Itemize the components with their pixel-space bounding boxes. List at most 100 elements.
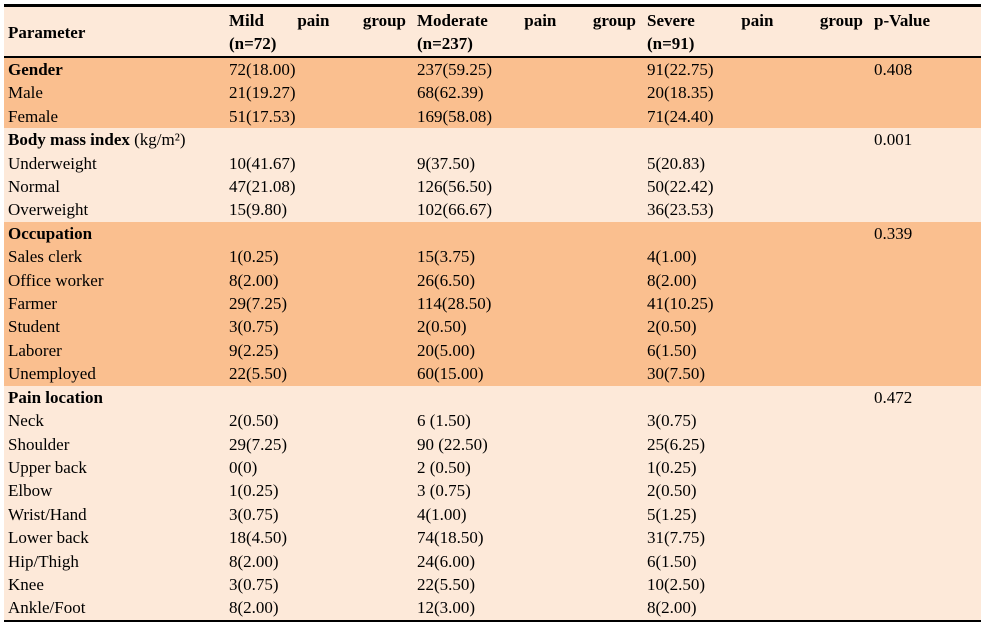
row-sales-clerk: Sales clerk 1(0.25) 15(3.75) 4(1.00)	[4, 245, 981, 269]
pvalue-cell: 0.408	[871, 57, 981, 82]
row-unemployed: Unemployed 22(5.50) 60(15.00) 30(7.50)	[4, 362, 981, 386]
section-unit: (kg/m²)	[129, 130, 186, 150]
row-elbow: Elbow 1(0.25) 3 (0.75) 2(0.50)	[4, 479, 981, 503]
row-upper-back: Upper back 0(0) 2 (0.50) 1(0.25)	[4, 455, 981, 480]
moderate-cell: 12(3.00)	[414, 596, 644, 621]
row-label-cell: Wrist/Hand	[4, 502, 226, 527]
moderate-cell: 90 (22.50)	[414, 432, 644, 456]
moderate-cell: 74(18.50)	[414, 526, 644, 550]
mild-group-header-line1: Mild pain group	[229, 11, 406, 30]
row-label-cell: Laborer	[4, 338, 226, 363]
severe-cell: 30(7.50)	[644, 362, 871, 386]
moderate-group-header-line2: (n=237)	[417, 34, 473, 53]
row-wrist-hand: Wrist/Hand 3(0.75) 4(1.00) 5(1.25)	[4, 502, 981, 527]
col-header-severe-group: Severe pain group (n=91)	[644, 5, 871, 58]
section-row-gender: Gender 72(18.00) 237(59.25) 91(22.75) 0.…	[4, 57, 981, 82]
severe-cell: 2(0.50)	[644, 479, 871, 503]
mild-cell: 18(4.50)	[226, 526, 414, 550]
pvalue-cell	[871, 479, 981, 503]
moderate-cell: 20(5.00)	[414, 338, 644, 363]
mild-group-header-line2: (n=72)	[229, 34, 277, 53]
row-label-cell: Knee	[4, 572, 226, 597]
row-label-cell: Farmer	[4, 292, 226, 316]
row-label-cell: Sales clerk	[4, 245, 226, 269]
row-label-cell: Underweight	[4, 151, 226, 176]
moderate-cell: 22(5.50)	[414, 572, 644, 597]
moderate-cell: 2(0.50)	[414, 315, 644, 339]
mild-cell: 2(0.50)	[226, 409, 414, 433]
mild-cell: 3(0.75)	[226, 572, 414, 597]
severe-cell: 41(10.25)	[644, 292, 871, 316]
row-overweight: Overweight 15(9.80) 102(66.67) 36(23.53)	[4, 198, 981, 222]
severe-cell	[644, 385, 871, 410]
mild-cell: 29(7.25)	[226, 432, 414, 456]
pvalue-cell	[871, 151, 981, 176]
row-laborer: Laborer 9(2.25) 20(5.00) 6(1.50)	[4, 338, 981, 363]
mild-cell: 8(2.00)	[226, 549, 414, 573]
mild-cell: 8(2.00)	[226, 268, 414, 293]
col-header-moderate-group: Moderate pain group (n=237)	[414, 5, 644, 58]
moderate-cell: 26(6.50)	[414, 268, 644, 293]
moderate-cell	[414, 128, 644, 152]
severe-cell: 8(2.00)	[644, 268, 871, 293]
mild-cell: 47(21.08)	[226, 175, 414, 199]
severe-cell: 36(23.53)	[644, 198, 871, 222]
section-row-occupation: Occupation 0.339	[4, 221, 981, 246]
section-label-cell: Occupation	[4, 221, 226, 246]
pvalue-cell	[871, 292, 981, 316]
mild-cell: 22(5.50)	[226, 362, 414, 386]
pvalue-cell	[871, 315, 981, 339]
section-label-cell: Pain location	[4, 385, 226, 410]
pvalue-cell	[871, 455, 981, 480]
mild-cell	[226, 385, 414, 410]
severe-cell: 4(1.00)	[644, 245, 871, 269]
moderate-cell	[414, 221, 644, 246]
row-label-cell: Neck	[4, 409, 226, 433]
row-label-cell: Elbow	[4, 479, 226, 503]
row-label-cell: Hip/Thigh	[4, 549, 226, 573]
mild-cell: 0(0)	[226, 455, 414, 480]
mild-cell: 72(18.00)	[226, 57, 414, 82]
severe-cell: 1(0.25)	[644, 455, 871, 480]
pvalue-cell	[871, 572, 981, 597]
pain-group-statistics-table: Parameter Mild pain group (n=72) Moderat…	[4, 4, 981, 622]
row-underweight: Underweight 10(41.67) 9(37.50) 5(20.83)	[4, 151, 981, 176]
severe-cell: 2(0.50)	[644, 315, 871, 339]
severe-group-header-line1: Severe pain group	[647, 11, 863, 30]
table-header-row: Parameter Mild pain group (n=72) Moderat…	[4, 5, 981, 58]
severe-cell: 5(20.83)	[644, 151, 871, 176]
severe-cell: 31(7.75)	[644, 526, 871, 550]
pvalue-cell	[871, 175, 981, 199]
section-title: Pain location	[8, 387, 103, 407]
moderate-cell: 169(58.08)	[414, 104, 644, 129]
mild-cell: 1(0.25)	[226, 245, 414, 269]
pvalue-cell: 0.339	[871, 221, 981, 246]
severe-cell: 20(18.35)	[644, 81, 871, 105]
mild-cell	[226, 221, 414, 246]
moderate-cell: 9(37.50)	[414, 151, 644, 176]
moderate-cell: 68(62.39)	[414, 81, 644, 105]
pvalue-cell	[871, 198, 981, 222]
row-normal: Normal 47(21.08) 126(56.50) 50(22.42)	[4, 175, 981, 199]
section-title: Gender	[8, 60, 63, 79]
severe-cell	[644, 221, 871, 246]
moderate-cell: 126(56.50)	[414, 175, 644, 199]
moderate-cell: 60(15.00)	[414, 362, 644, 386]
col-header-parameter: Parameter	[4, 5, 226, 58]
severe-cell: 5(1.25)	[644, 502, 871, 527]
pvalue-cell	[871, 268, 981, 293]
row-shoulder: Shoulder 29(7.25) 90 (22.50) 25(6.25)	[4, 432, 981, 456]
mild-cell: 9(2.25)	[226, 338, 414, 363]
pvalue-cell	[871, 526, 981, 550]
row-female: Female 51(17.53) 169(58.08) 71(24.40)	[4, 104, 981, 129]
pvalue-cell	[871, 245, 981, 269]
section-row-pain-location: Pain location 0.472	[4, 385, 981, 410]
pvalue-cell	[871, 432, 981, 456]
mild-cell: 51(17.53)	[226, 104, 414, 129]
moderate-cell: 6 (1.50)	[414, 409, 644, 433]
severe-cell	[644, 128, 871, 152]
moderate-cell: 3 (0.75)	[414, 479, 644, 503]
pvalue-cell	[871, 409, 981, 433]
severe-cell: 91(22.75)	[644, 57, 871, 82]
row-hip-thigh: Hip/Thigh 8(2.00) 24(6.00) 6(1.50)	[4, 549, 981, 573]
